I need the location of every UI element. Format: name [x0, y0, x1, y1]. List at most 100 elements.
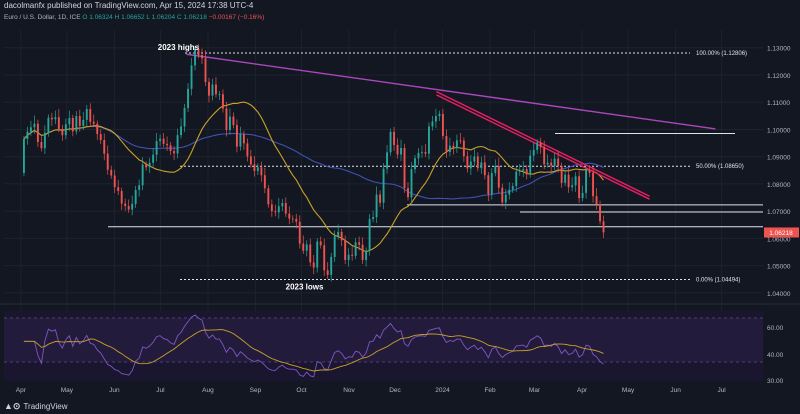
candle-body — [288, 213, 291, 219]
candle-body — [187, 88, 189, 108]
candle-body — [455, 140, 458, 148]
candle-body — [400, 147, 402, 155]
footer-brand[interactable]: ▲⊙ TradingView — [4, 401, 67, 412]
candle-body — [476, 156, 479, 169]
candle-body — [372, 217, 375, 220]
candle-body — [448, 145, 451, 153]
candle-body — [232, 116, 235, 126]
ohlc-change: −0.00167 (−0.16%) — [208, 14, 265, 21]
rsi-tick-label: 40.00 — [767, 352, 784, 359]
candle-body — [29, 127, 32, 132]
candle-body — [344, 240, 347, 260]
candle-body — [585, 170, 588, 193]
candle-body — [595, 196, 598, 205]
candle-body — [309, 244, 312, 263]
candle-body — [428, 126, 430, 154]
fib-level-label: 0.00% (1.04494) — [696, 277, 740, 283]
candle-body — [242, 134, 245, 144]
candle-body — [564, 174, 567, 183]
candle-body — [103, 140, 106, 154]
candle-body — [487, 175, 490, 195]
candle-body — [127, 206, 130, 210]
candle-body — [298, 221, 301, 244]
candle-body — [330, 256, 333, 275]
time-tick-label: May — [622, 387, 635, 394]
candle-body — [578, 176, 581, 199]
candle-body — [599, 204, 601, 222]
trendline — [436, 94, 650, 200]
candle-body — [574, 176, 577, 186]
candle-body — [155, 141, 158, 155]
candle-body — [267, 188, 270, 205]
candle-body — [305, 244, 308, 251]
trendlines — [186, 53, 716, 200]
candle-body — [159, 138, 162, 142]
candle-body — [228, 116, 231, 130]
price-tick-label: 1.06000 — [767, 236, 791, 243]
candle-body — [152, 154, 155, 163]
candle-body — [581, 192, 584, 199]
candle-body — [508, 189, 511, 195]
candle-body — [518, 170, 521, 172]
candle-body — [326, 270, 329, 275]
candle-body — [263, 175, 266, 189]
price-tick-label: 1.04000 — [767, 291, 791, 298]
candle-body — [602, 221, 605, 233]
candle-body — [239, 134, 242, 147]
candle-body — [120, 191, 123, 204]
candle-body — [284, 203, 287, 214]
ohlc-open: O 1.06324 — [82, 14, 113, 21]
candle-body — [340, 231, 343, 241]
candle-body — [571, 185, 574, 188]
candle-body — [421, 152, 423, 153]
candle-body — [71, 118, 74, 132]
candle-body — [106, 153, 109, 170]
price-tick-label: 1.10000 — [767, 127, 791, 134]
publisher-header: dacolmanfx published on TradingView.com,… — [4, 1, 254, 10]
fib-level-label: 50.00% (1.08650) — [696, 164, 744, 170]
symbol-legend: Euro / U.S. Dollar, 1D, ICE O 1.06324 H … — [4, 14, 264, 21]
candle-body — [522, 169, 525, 171]
moving-averages — [23, 101, 604, 253]
symbol-name: Euro / U.S. Dollar, 1D, ICE — [4, 14, 81, 21]
candle-body — [82, 119, 85, 126]
candle-body — [536, 142, 539, 150]
rsi-band — [4, 318, 763, 362]
price-tick-label: 1.11000 — [767, 100, 790, 107]
candle-body — [302, 243, 305, 251]
candle-body — [211, 84, 214, 96]
candle-body — [494, 165, 497, 174]
candle-body — [169, 145, 172, 151]
candle-body — [560, 165, 563, 183]
candle-body — [414, 158, 416, 170]
candle-body — [361, 244, 364, 260]
candle-body — [497, 165, 500, 188]
time-tick-label: Jul — [156, 387, 165, 394]
candle-body — [452, 145, 455, 148]
candle-body — [225, 108, 228, 130]
candle-body — [543, 147, 546, 165]
candle-body — [145, 164, 148, 168]
candle-body — [557, 158, 560, 166]
candle-body — [525, 169, 528, 175]
candle-body — [365, 250, 368, 260]
candle-body — [358, 242, 361, 245]
candle-body — [417, 152, 420, 159]
candle-body — [99, 134, 102, 141]
tradingview-logo-icon: ▲⊙ — [4, 401, 21, 411]
candle-body — [218, 94, 221, 96]
rsi-tick-label: 60.00 — [767, 325, 784, 332]
candle-body — [393, 131, 395, 145]
candle-body — [78, 116, 81, 126]
candle-body — [256, 167, 259, 171]
candle-body — [316, 241, 319, 268]
rsi-tick-label: 30.00 — [767, 378, 784, 385]
candle-body — [141, 164, 144, 186]
price-tick-label: 1.07000 — [767, 209, 791, 216]
candle-body — [281, 203, 284, 207]
candle-body — [50, 117, 53, 120]
candle-body — [176, 135, 179, 154]
candle-body — [64, 124, 67, 136]
grid — [4, 30, 763, 382]
